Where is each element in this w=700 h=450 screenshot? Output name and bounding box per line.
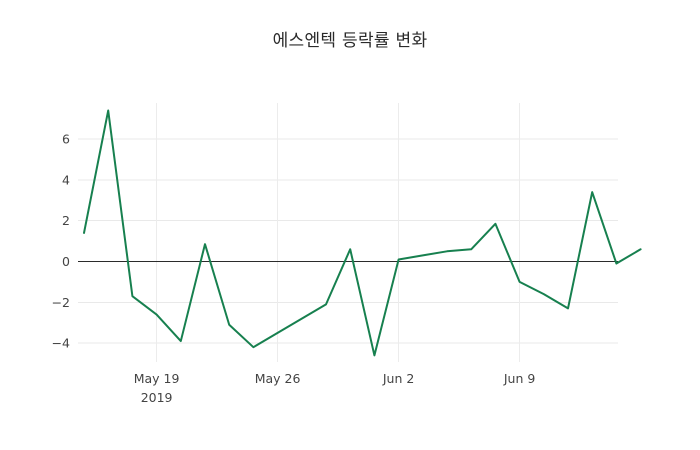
x-tick-label-2: Jun 2 bbox=[382, 371, 414, 386]
y-tick-label-0: 6 bbox=[62, 132, 70, 147]
x-tick-label-1: May 26 bbox=[255, 371, 301, 386]
x-axis-tick-labels: May 19 2019 May 26 Jun 2 Jun 9 bbox=[134, 371, 536, 405]
x-tick-label-3: Jun 9 bbox=[503, 371, 536, 386]
vertical-gridlines bbox=[156, 103, 521, 362]
y-tick-label-5: −4 bbox=[52, 336, 70, 351]
horizontal-gridlines bbox=[78, 138, 618, 344]
x-tick-year-label: 2019 bbox=[141, 390, 173, 405]
data-series-line bbox=[83, 109, 642, 357]
y-tick-label-1: 4 bbox=[62, 172, 70, 187]
y-tick-label-3: 0 bbox=[62, 254, 70, 269]
y-tick-label-2: 2 bbox=[62, 213, 70, 228]
series-line-등락률 bbox=[83, 109, 642, 357]
x-tick-label-0: May 19 bbox=[134, 371, 180, 386]
chart-title: 에스엔텍 등락률 변화 bbox=[272, 31, 428, 51]
y-tick-label-4: −2 bbox=[52, 295, 70, 310]
y-axis-tick-labels: 6 4 2 0 −2 −4 bbox=[52, 132, 70, 351]
